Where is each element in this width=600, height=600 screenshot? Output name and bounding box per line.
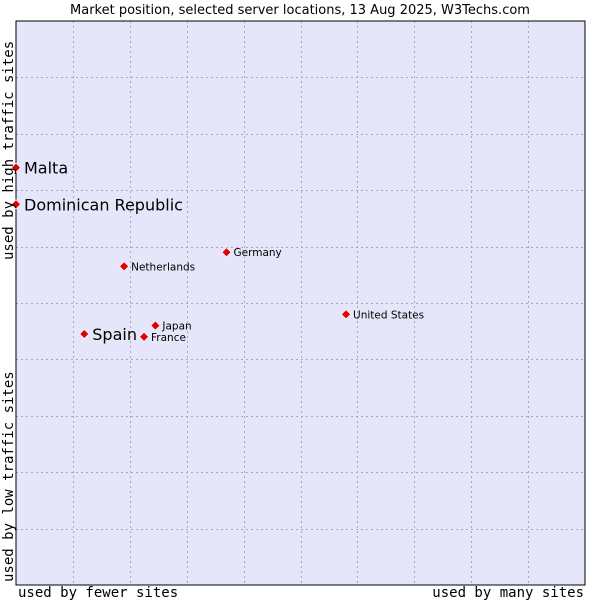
point-label-netherlands: Netherlands <box>131 261 195 273</box>
data-point-dominican-republic: Dominican Republic <box>11 195 183 214</box>
data-point-united-states: United States <box>341 309 424 321</box>
point-label-malta: Malta <box>24 159 68 178</box>
point-label-france: France <box>151 332 186 344</box>
point-label-japan: Japan <box>161 321 191 333</box>
data-point-germany: Germany <box>221 247 282 259</box>
point-marker-united-states <box>341 309 351 320</box>
grid-lines <box>16 21 585 585</box>
plot-frame <box>15 20 586 586</box>
point-marker-netherlands <box>119 261 130 272</box>
x-axis-label-high: used by many sites <box>432 585 584 600</box>
point-marker-dominican-republic <box>11 199 21 210</box>
data-point-japan: Japan <box>150 320 192 333</box>
point-marker-malta <box>11 162 21 173</box>
point-label-dominican-republic: Dominican Republic <box>24 195 183 214</box>
point-marker-japan <box>150 320 161 331</box>
x-axis-label-low: used by fewer sites <box>18 585 178 600</box>
point-marker-germany <box>221 247 232 258</box>
data-point-spain: Spain <box>79 325 137 344</box>
point-label-united-states: United States <box>353 309 424 321</box>
plot-area <box>16 21 585 585</box>
chart-title: Market position, selected server locatio… <box>70 3 530 18</box>
y-axis-label-low: used by low traffic sites <box>1 371 17 582</box>
point-label-spain: Spain <box>92 325 137 344</box>
data-point-netherlands: Netherlands <box>119 261 195 273</box>
point-label-germany: Germany <box>234 247 282 259</box>
data-points: Malta Dominican Republic Germany Netherland… <box>11 159 424 344</box>
point-marker-spain <box>79 329 90 339</box>
data-point-malta: Malta <box>11 159 68 178</box>
y-axis-label-high: used by high traffic sites <box>1 41 17 260</box>
data-point-france: France <box>139 331 186 344</box>
point-marker-france <box>139 331 149 342</box>
